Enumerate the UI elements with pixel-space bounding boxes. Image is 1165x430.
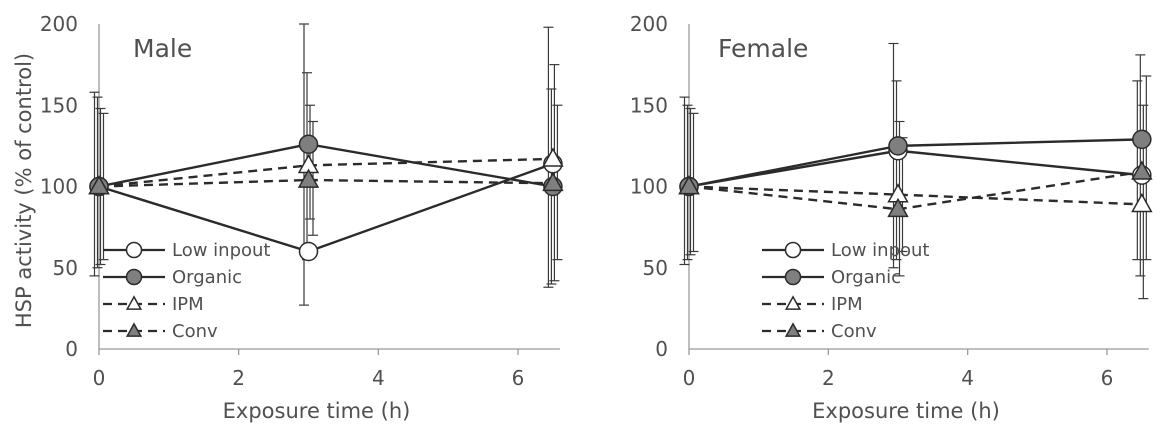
y-tick-label-50: 50 — [643, 256, 668, 280]
x-tick-label-2: 2 — [822, 366, 835, 390]
y-tick-label-50: 50 — [53, 256, 78, 280]
data-point-conv-1 — [297, 168, 320, 188]
x-tick-label-4: 4 — [961, 366, 974, 390]
legend-marker-low-inpout — [125, 241, 143, 259]
legend: Low inpout Organic IPM Conv — [103, 240, 270, 342]
y-tick-label-100: 100 — [630, 175, 668, 199]
data-point-conv-2 — [542, 171, 564, 192]
y-tick-label-200: 200 — [40, 12, 78, 36]
y-tick-label-0: 0 — [65, 337, 78, 361]
legend-label-low-inpout: Low inpout — [831, 240, 929, 261]
legend-marker-ipm — [125, 295, 143, 310]
x-axis-title: Exposure time (h) — [812, 399, 1000, 423]
x-axis-title: Exposure time (h) — [223, 399, 411, 423]
y-tick-label-0: 0 — [655, 337, 668, 361]
data-point-conv-2 — [1131, 160, 1153, 180]
y-tick-label-200: 200 — [630, 12, 668, 36]
legend-marker-conv — [784, 322, 802, 337]
legend-marker-low-inpout — [784, 241, 802, 259]
y-axis-title: HSP activity (% of control) — [12, 53, 36, 328]
legend: Low inpout Organic IPM Conv — [762, 240, 929, 342]
data-point-conv-0 — [678, 175, 700, 195]
x-tick-label-0: 0 — [93, 366, 106, 390]
legend-label-ipm: IPM — [172, 294, 204, 315]
data-point-low-inpout-1 — [298, 241, 319, 262]
y-tick-label-150: 150 — [630, 93, 668, 117]
series-line-conv — [98, 178, 553, 188]
legend-label-low-inpout: Low inpout — [172, 240, 270, 261]
legend-marker-ipm — [784, 295, 802, 310]
panel-label: Male — [133, 34, 192, 63]
y-tick-label-100: 100 — [40, 175, 78, 199]
series-line-low-inpout — [98, 162, 554, 253]
x-tick-label-2: 2 — [232, 366, 245, 390]
legend-label-organic: Organic — [831, 267, 901, 288]
x-tick-label-0: 0 — [683, 366, 696, 390]
series-line-ipm — [688, 185, 1142, 206]
female-chart: 0 50 100 150 200 0 2 4 6 Exposure time (h) Female L… — [630, 12, 1153, 423]
legend-label-conv: Conv — [172, 321, 218, 342]
data-point-ipm-2 — [542, 147, 564, 167]
data-point-organic-2 — [1132, 129, 1152, 150]
x-tick-label-6: 6 — [1101, 366, 1114, 390]
y-tick-label-150: 150 — [40, 93, 78, 117]
data-point-organic-1 — [888, 136, 908, 156]
data-point-conv-0 — [88, 175, 110, 195]
data-point-ipm-2 — [1131, 192, 1153, 213]
panel-label: Female — [718, 34, 808, 63]
legend-label-ipm: IPM — [831, 294, 863, 315]
legend-marker-organic — [784, 268, 802, 286]
series-line-conv — [688, 170, 1143, 211]
series-line-organic — [688, 138, 1142, 188]
legend-label-organic: Organic — [172, 267, 242, 288]
legend-label-conv: Conv — [831, 321, 877, 342]
legend-marker-organic — [125, 268, 143, 286]
data-point-organic-1 — [298, 134, 319, 154]
data-point-conv-1 — [887, 197, 909, 218]
legend-marker-conv — [125, 322, 143, 337]
x-tick-label-4: 4 — [372, 366, 385, 390]
x-tick-label-6: 6 — [512, 366, 525, 390]
male-chart: 0 50 100 150 200 0 2 4 6 Exposure time (h) HSP act… — [12, 12, 564, 423]
series-line-low-inpout — [688, 149, 1142, 188]
